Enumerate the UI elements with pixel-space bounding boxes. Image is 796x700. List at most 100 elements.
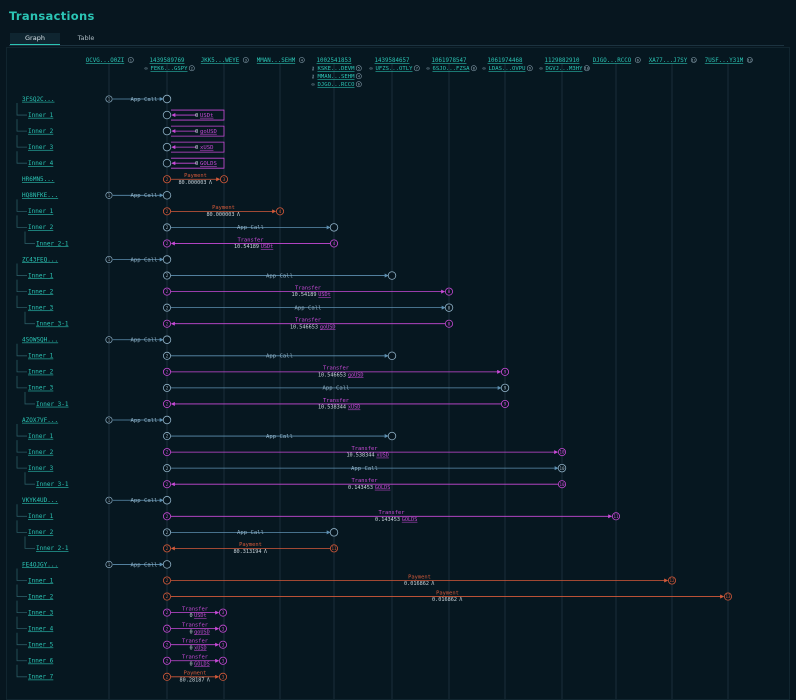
asset-link[interactable]: USDt <box>200 113 213 119</box>
account-header[interactable]: 1439584657 <box>375 58 410 64</box>
asset-link[interactable]: xUSD <box>200 145 214 151</box>
transaction-id-link[interactable]: HR6MN5... <box>22 176 55 183</box>
asset-link[interactable]: goUSD <box>194 629 210 635</box>
asset-link[interactable]: USDt <box>318 292 331 298</box>
inner-transaction-link[interactable]: Inner 3-1 <box>36 401 69 408</box>
linked-account[interactable]: FEK6...GSPY <box>150 66 188 72</box>
asset-link[interactable]: GOLDS <box>200 161 217 167</box>
inner-transaction-link[interactable]: Inner 2 <box>28 449 54 456</box>
inner-transaction-link[interactable]: Inner 1 <box>28 433 54 440</box>
asset-link[interactable]: goUSD <box>200 129 217 135</box>
inner-transaction-link[interactable]: Inner 1 <box>28 353 54 360</box>
transaction-row[interactable]: Inner 2 2 App Call <box>16 520 339 537</box>
transaction-id-link[interactable]: AZOX7VF... <box>22 417 58 424</box>
account-header[interactable]: 1061978547 <box>432 58 467 64</box>
transaction-id-link[interactable]: 3FSQ2C... <box>22 96 55 103</box>
asset-link[interactable]: goUSD <box>348 372 364 378</box>
transaction-row[interactable]: VKYK4UD... 1 App Call <box>22 496 172 505</box>
transaction-row[interactable]: HQ8NFKE... 1 App Call <box>22 191 172 200</box>
inner-transaction-link[interactable]: Inner 2-1 <box>36 240 69 247</box>
inner-transaction-link[interactable]: Inner 2 <box>28 128 54 135</box>
transaction-row[interactable]: ZC43FEQ... 1 App Call <box>22 255 172 264</box>
transaction-id-link[interactable]: ZC43FEQ... <box>22 256 58 263</box>
inner-transaction-link[interactable]: Inner 3 <box>28 144 54 151</box>
transaction-row[interactable]: Inner 1 2 App Call <box>16 424 397 441</box>
account-header[interactable]: OCVG...O0ZI <box>86 58 124 64</box>
transaction-row[interactable]: AZOX7VF... 1 App Call <box>22 415 172 425</box>
inner-transaction-link[interactable]: Inner 3-1 <box>36 321 69 328</box>
inner-transaction-link[interactable]: Inner 3-1 <box>36 481 69 488</box>
inner-transaction-link[interactable]: Inner 2 <box>28 593 54 600</box>
inner-transaction-link[interactable]: Inner 1 <box>28 112 54 119</box>
inner-transaction-link[interactable]: Inner 6 <box>28 658 54 665</box>
asset-link[interactable]: USDt <box>261 244 274 250</box>
asset-link[interactable]: GOLDS <box>375 485 391 491</box>
inner-transaction-link[interactable]: Inner 2 <box>28 529 54 536</box>
inner-transaction-link[interactable]: Inner 7 <box>28 674 54 681</box>
account-header[interactable]: 1002541853 <box>317 58 352 64</box>
transaction-row[interactable]: Inner 1 2 App Call <box>16 343 397 360</box>
inner-transaction-link[interactable]: Inner 2 <box>28 224 54 231</box>
transaction-row[interactable]: Inner 1 0 USDt <box>16 103 225 121</box>
asset-link[interactable]: GOLDS <box>194 661 210 667</box>
linked-account[interactable]: UFZS...OTLY <box>375 66 413 72</box>
tab-graph[interactable]: Graph <box>10 33 60 45</box>
account-header[interactable]: DJGO...RCCO <box>593 58 632 64</box>
linked-account[interactable]: DJGO...RCCO <box>317 82 355 88</box>
inner-transaction-link[interactable]: Inner 3 <box>28 465 54 472</box>
transaction-row[interactable]: Inner 2 0 goUSD <box>16 119 225 137</box>
inner-transaction-link[interactable]: Inner 4 <box>28 160 54 167</box>
asset-link[interactable]: USDt <box>194 613 207 619</box>
transaction-row[interactable]: 4SOWSQH... 1 App Call <box>22 335 172 344</box>
transaction-row[interactable]: FE4OJGY... 1 App Call <box>22 560 172 569</box>
transaction-id-link[interactable]: VKYK4UD... <box>22 497 58 504</box>
inner-transaction-link[interactable]: Inner 2 <box>28 288 54 295</box>
transaction-row[interactable]: Inner 4 0 GOLDS <box>16 151 225 169</box>
asset-link[interactable]: xUSD <box>194 645 207 651</box>
account-header[interactable]: XA77...J7SY <box>649 58 688 64</box>
account-header[interactable]: MMAN...SEHM <box>257 58 296 64</box>
transaction-id-link[interactable]: FE4OJGY... <box>22 561 58 568</box>
transaction-id-link[interactable]: 4SOWSQH... <box>22 337 58 344</box>
inner-transaction-link[interactable]: Inner 1 <box>28 513 54 520</box>
account-header[interactable]: 1439589769 <box>150 58 185 64</box>
asset-link[interactable]: goUSD <box>320 324 336 330</box>
transaction-row[interactable]: Inner 2 2 App Call <box>16 215 339 232</box>
linked-account[interactable]: KSKE...DEVM <box>317 66 355 72</box>
asset-link[interactable]: xUSD <box>376 453 389 459</box>
account-header[interactable]: 7USF...Y31M <box>705 58 744 64</box>
inner-transaction-link[interactable]: Inner 4 <box>28 625 54 632</box>
asset-link[interactable]: xUSD <box>348 405 361 411</box>
inner-transaction-link[interactable]: Inner 1 <box>28 272 54 279</box>
linked-account[interactable]: LDAS...OVPU <box>488 66 525 72</box>
inner-transaction-link[interactable]: Inner 3 <box>28 609 54 616</box>
inner-transaction-link[interactable]: Inner 3 <box>28 385 54 392</box>
transaction-id-link[interactable]: HQ8NFKE... <box>22 192 58 199</box>
tab-table[interactable]: Table <box>77 34 95 42</box>
linked-account[interactable]: DGVJ...M3HY <box>545 66 583 72</box>
inner-transaction-link[interactable]: Inner 5 <box>28 642 54 649</box>
linked-account[interactable]: 6SJO...FZSA <box>432 66 470 72</box>
inner-transaction-link[interactable]: Inner 2 <box>28 369 54 376</box>
inner-transaction-link[interactable]: Inner 1 <box>28 208 54 215</box>
account-header[interactable]: 1129882910 <box>545 58 580 64</box>
account-header[interactable]: 1061974468 <box>488 58 523 64</box>
transaction-row[interactable]: Inner 3 2 App Call 8 <box>16 295 454 312</box>
inner-transaction-link[interactable]: Inner 1 <box>28 577 54 584</box>
transaction-row[interactable]: Inner 3 0 xUSD <box>16 135 225 153</box>
transaction-row[interactable]: Inner 3 2 App Call 9 <box>16 375 510 393</box>
